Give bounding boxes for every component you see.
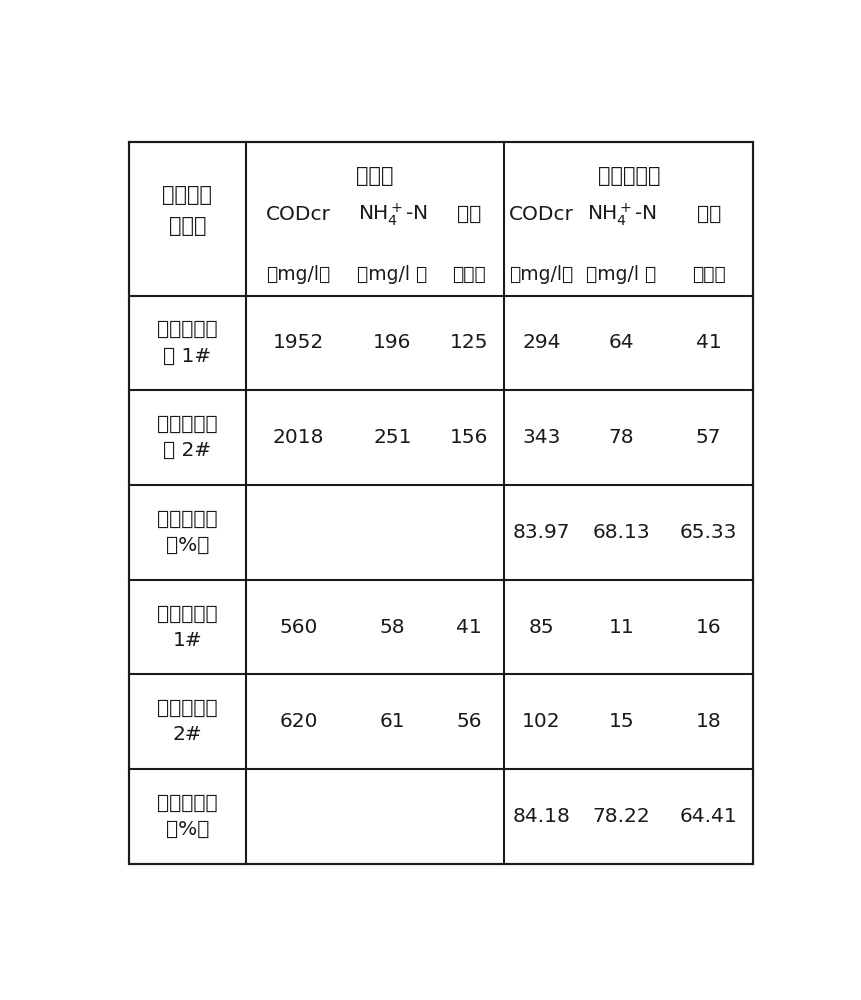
Text: NH$^+_4$-N: NH$^+_4$-N bbox=[586, 201, 656, 228]
Text: 18: 18 bbox=[696, 712, 722, 731]
Text: 251: 251 bbox=[373, 428, 412, 447]
Text: 58: 58 bbox=[380, 618, 406, 637]
Text: 56: 56 bbox=[456, 712, 481, 731]
Text: 色度: 色度 bbox=[456, 205, 481, 224]
Text: 15: 15 bbox=[609, 712, 635, 731]
Text: 2#: 2# bbox=[173, 725, 202, 744]
Text: 41: 41 bbox=[696, 333, 722, 352]
Text: 156: 156 bbox=[449, 428, 488, 447]
Text: （倍）: （倍） bbox=[452, 264, 486, 284]
Text: 41: 41 bbox=[456, 618, 481, 637]
Text: 液 2#: 液 2# bbox=[164, 441, 212, 460]
Text: 处理后水质: 处理后水质 bbox=[598, 166, 660, 186]
Text: 液 1#: 液 1# bbox=[164, 347, 212, 366]
Text: 老化垃圾: 老化垃圾 bbox=[163, 185, 213, 205]
Text: 色度: 色度 bbox=[697, 205, 721, 224]
Text: 1#: 1# bbox=[173, 631, 202, 650]
Text: 2018: 2018 bbox=[273, 428, 325, 447]
Text: （mg/l）: （mg/l） bbox=[267, 264, 331, 284]
Text: 16: 16 bbox=[696, 618, 722, 637]
Text: （倍）: （倍） bbox=[691, 264, 726, 284]
Text: 1952: 1952 bbox=[273, 333, 325, 352]
Text: 64.41: 64.41 bbox=[680, 807, 738, 826]
Text: （%）: （%） bbox=[166, 820, 209, 839]
Text: 平均去除率: 平均去除率 bbox=[158, 510, 218, 529]
Text: 填埋场老化: 填埋场老化 bbox=[158, 415, 218, 434]
Text: 78.22: 78.22 bbox=[592, 807, 650, 826]
Text: （%）: （%） bbox=[166, 536, 209, 555]
Text: NH$^+_4$-N: NH$^+_4$-N bbox=[357, 201, 427, 228]
Text: 渗滤液: 渗滤液 bbox=[169, 216, 206, 236]
Text: 11: 11 bbox=[609, 618, 635, 637]
Text: 343: 343 bbox=[523, 428, 561, 447]
Text: 125: 125 bbox=[449, 333, 488, 352]
Text: 102: 102 bbox=[523, 712, 561, 731]
Text: 原水质: 原水质 bbox=[356, 166, 393, 186]
Text: 620: 620 bbox=[280, 712, 318, 731]
Text: 68.13: 68.13 bbox=[592, 523, 650, 542]
Text: CODcr: CODcr bbox=[509, 205, 574, 224]
Text: 65.33: 65.33 bbox=[680, 523, 737, 542]
Text: 560: 560 bbox=[280, 618, 318, 637]
Text: 196: 196 bbox=[374, 333, 412, 352]
Text: 填埋场老化: 填埋场老化 bbox=[158, 320, 218, 339]
Text: 85: 85 bbox=[529, 618, 554, 637]
Text: （mg/l ）: （mg/l ） bbox=[586, 264, 657, 284]
Text: 61: 61 bbox=[380, 712, 406, 731]
Text: （mg/l ）: （mg/l ） bbox=[357, 264, 428, 284]
Text: 57: 57 bbox=[696, 428, 722, 447]
Text: 294: 294 bbox=[523, 333, 561, 352]
Text: 平均去除率: 平均去除率 bbox=[158, 794, 218, 813]
Text: 84.18: 84.18 bbox=[512, 807, 571, 826]
Text: CODcr: CODcr bbox=[266, 205, 331, 224]
Text: 生化处理液: 生化处理液 bbox=[158, 604, 218, 623]
Text: 83.97: 83.97 bbox=[513, 523, 570, 542]
Text: 64: 64 bbox=[609, 333, 635, 352]
Text: 78: 78 bbox=[609, 428, 635, 447]
Text: （mg/l）: （mg/l） bbox=[510, 264, 573, 284]
Text: 生化处理液: 生化处理液 bbox=[158, 699, 218, 718]
